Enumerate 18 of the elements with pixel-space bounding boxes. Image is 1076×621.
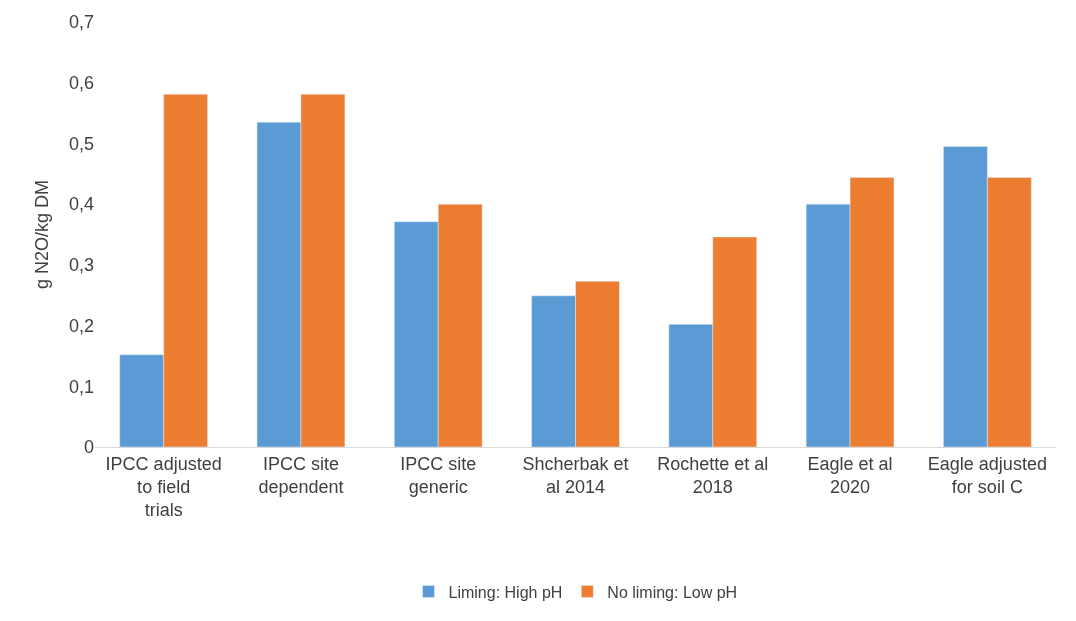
x-tick-label: Shcherbak et al 2014 <box>522 453 629 497</box>
x-tick-label: Rochette et al 2018 <box>657 453 769 497</box>
x-tick-label: Eagle et al 2020 <box>807 453 893 497</box>
y-tick-label: 0,3 <box>68 255 94 276</box>
x-tick-label: IPCC adjusted to field trials <box>105 453 222 521</box>
x-tick-label: IPCC site generic <box>400 453 477 497</box>
y-tick-label: 0,7 <box>68 12 94 33</box>
y-tick-label: 0,6 <box>68 73 94 94</box>
y-tick-label: 0,5 <box>68 133 94 154</box>
y-tick-label: 0,4 <box>68 194 94 215</box>
legend-label: Liming: High pH <box>448 583 563 601</box>
x-tick-label: Eagle adjusted for soil C <box>927 453 1047 497</box>
x-tick-label: IPCC site dependent <box>258 453 344 497</box>
y-tick-label: 0,2 <box>68 315 94 336</box>
legend-label: No liming: Low pH <box>607 583 738 601</box>
y-tick-label: 0,1 <box>68 376 94 397</box>
y-tick-label: 0 <box>83 437 94 458</box>
y-axis-title: g N2O/kg DM <box>32 179 53 290</box>
